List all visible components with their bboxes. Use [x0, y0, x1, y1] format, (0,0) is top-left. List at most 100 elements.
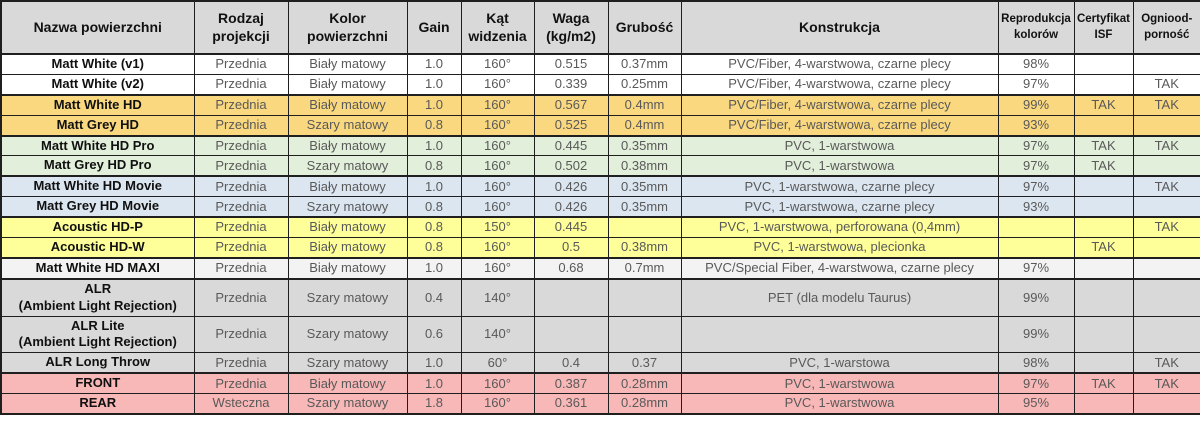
cell-viewing-angle: 160°: [460, 73, 535, 96]
screen-surfaces-table: Nazwa powierzchni Rodzaj projekcji Kolor…: [0, 0, 1200, 416]
cell-construction: PVC, 1-warstwowa, plecionka: [680, 237, 999, 259]
cell-construction: PVC, 1-warstwowa: [680, 155, 999, 178]
cell-isf-certificate: [1073, 175, 1134, 198]
cell-surface-color: Biały matowy: [287, 372, 408, 395]
cell-viewing-angle: 160°: [460, 393, 535, 415]
cell-weight: 0.426: [533, 175, 609, 198]
cell-construction: PVC, 1-warstwowa, czarne plecy: [680, 175, 999, 198]
cell-thickness: [607, 216, 682, 239]
cell-construction: PVC, 1-warstwowa: [680, 135, 999, 157]
cell-surface-name: Acoustic HD-P: [0, 216, 195, 239]
cell-color-reproduction: [997, 237, 1075, 259]
cell-isf-certificate: [1073, 196, 1134, 219]
cell-weight: [533, 278, 609, 317]
cell-fire-resistance: [1132, 155, 1200, 178]
cell-fire-resistance: [1132, 278, 1200, 317]
cell-gain: 1.0: [406, 135, 462, 157]
cell-viewing-angle: 160°: [460, 135, 535, 157]
cell-surface-name: ALR Long Throw: [0, 352, 195, 375]
cell-color-reproduction: 99%: [997, 278, 1075, 317]
cell-isf-certificate: [1073, 257, 1134, 280]
cell-thickness: [607, 278, 682, 317]
cell-construction: PET (dla modelu Taurus): [680, 278, 999, 317]
cell-isf-certificate: TAK: [1073, 155, 1134, 178]
cell-gain: 1.0: [406, 175, 462, 198]
cell-color-reproduction: 99%: [997, 94, 1075, 116]
cell-construction: PVC/Fiber, 4-warstwowa, czarne plecy: [680, 94, 999, 116]
cell-color-reproduction: 93%: [997, 196, 1075, 219]
cell-weight: 0.426: [533, 196, 609, 219]
cell-surface-color: Szary matowy: [287, 155, 408, 178]
cell-fire-resistance: [1132, 237, 1200, 259]
column-header-color-reproduction: Reprodukcja kolorów: [997, 0, 1075, 55]
table-row: ALR Long Throw Przednia Szary matowy 1.0 60°…: [0, 352, 1200, 375]
cell-weight: 0.339: [533, 73, 609, 96]
cell-thickness: 0.25mm: [607, 73, 682, 96]
cell-projection-type: Przednia: [193, 53, 289, 75]
cell-gain: 0.8: [406, 196, 462, 219]
cell-projection-type: Przednia: [193, 237, 289, 259]
cell-gain: 0.8: [406, 114, 462, 137]
cell-surface-color: Biały matowy: [287, 73, 408, 96]
cell-fire-resistance: TAK: [1132, 73, 1200, 96]
cell-fire-resistance: [1132, 393, 1200, 415]
cell-surface-name: ALR (Ambient Light Rejection): [0, 278, 195, 317]
column-header-construction: Konstrukcja: [680, 0, 999, 55]
cell-gain: 0.8: [406, 216, 462, 239]
cell-thickness: 0.38mm: [607, 155, 682, 178]
cell-viewing-angle: 160°: [460, 196, 535, 219]
cell-construction: PVC/Special Fiber, 4-warstwowa, czarne p…: [680, 257, 999, 280]
cell-surface-name: Matt Grey HD Movie: [0, 196, 195, 219]
table-body: Matt White (v1) Przednia Biały matowy 1.0 16…: [0, 53, 1200, 415]
cell-fire-resistance: TAK: [1132, 216, 1200, 239]
cell-color-reproduction: 98%: [997, 352, 1075, 375]
table-row: Matt White (v1) Przednia Biały matowy 1.0 16…: [0, 53, 1200, 75]
cell-viewing-angle: 160°: [460, 237, 535, 259]
cell-surface-color: Biały matowy: [287, 53, 408, 75]
table-row: Matt White (v2) Przednia Biały matowy 1.0 16…: [0, 73, 1200, 96]
cell-weight: [533, 315, 609, 354]
projection-surfaces-spec: Nazwa powierzchni Rodzaj projekcji Kolor…: [0, 0, 1200, 416]
header-row: Nazwa powierzchni Rodzaj projekcji Kolor…: [0, 0, 1200, 55]
cell-fire-resistance: TAK: [1132, 135, 1200, 157]
cell-color-reproduction: 97%: [997, 73, 1075, 96]
cell-gain: 1.0: [406, 53, 462, 75]
table-row: Matt White HD Przednia Biały matowy 1.0 160°…: [0, 94, 1200, 116]
table-row: ALR Lite (Ambient Light Rejection) Przedn…: [0, 315, 1200, 354]
cell-surface-color: Szary matowy: [287, 315, 408, 354]
cell-fire-resistance: [1132, 114, 1200, 137]
cell-isf-certificate: TAK: [1073, 237, 1134, 259]
cell-thickness: 0.37: [607, 352, 682, 375]
cell-surface-color: Biały matowy: [287, 175, 408, 198]
table-row: ALR (Ambient Light Rejection) Przednia Sza…: [0, 278, 1200, 317]
cell-isf-certificate: TAK: [1073, 372, 1134, 395]
cell-weight: 0.387: [533, 372, 609, 395]
cell-thickness: 0.38mm: [607, 237, 682, 259]
table-row: Matt Grey HD Pro Przednia Szary matowy 0.8 1…: [0, 155, 1200, 178]
cell-isf-certificate: [1073, 53, 1134, 75]
cell-gain: 0.8: [406, 237, 462, 259]
cell-isf-certificate: [1073, 73, 1134, 96]
cell-viewing-angle: 150°: [460, 216, 535, 239]
cell-color-reproduction: 93%: [997, 114, 1075, 137]
column-header-isf-certificate: Certyfikat ISF: [1073, 0, 1134, 55]
cell-thickness: 0.4mm: [607, 114, 682, 137]
cell-surface-color: Szary matowy: [287, 352, 408, 375]
cell-surface-name: REAR: [0, 393, 195, 415]
cell-fire-resistance: TAK: [1132, 352, 1200, 375]
cell-isf-certificate: [1073, 278, 1134, 317]
cell-thickness: 0.28mm: [607, 372, 682, 395]
cell-projection-type: Przednia: [193, 94, 289, 116]
cell-thickness: 0.37mm: [607, 53, 682, 75]
table-row: Matt Grey HD Przednia Szary matowy 0.8 160° 0…: [0, 114, 1200, 137]
cell-surface-color: Szary matowy: [287, 393, 408, 415]
cell-color-reproduction: 97%: [997, 175, 1075, 198]
cell-construction: PVC/Fiber, 4-warstwowa, czarne plecy: [680, 114, 999, 137]
cell-weight: 0.567: [533, 94, 609, 116]
cell-gain: 1.0: [406, 94, 462, 116]
cell-color-reproduction: 97%: [997, 155, 1075, 178]
cell-surface-name: Matt White (v2): [0, 73, 195, 96]
column-header-projection-type: Rodzaj projekcji: [193, 0, 289, 55]
cell-projection-type: Przednia: [193, 73, 289, 96]
cell-surface-color: Szary matowy: [287, 278, 408, 317]
